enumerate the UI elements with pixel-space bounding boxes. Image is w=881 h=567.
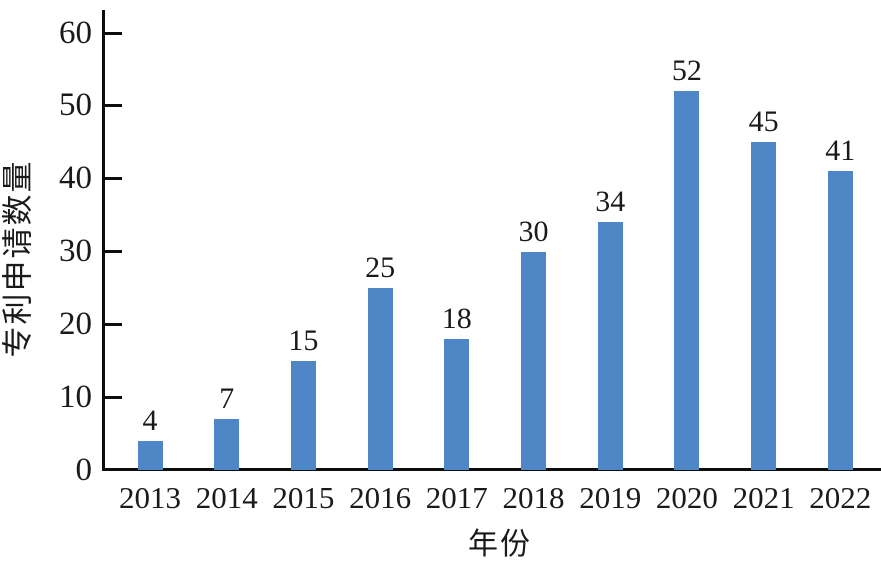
x-tick-label-2019: 2019 xyxy=(579,480,642,515)
y-tick-label-30: 30 xyxy=(59,233,92,269)
y-tick-label-40: 40 xyxy=(59,160,92,197)
bar-2017 xyxy=(444,338,470,470)
y-axis-line xyxy=(102,10,105,471)
x-tick-label-2022: 2022 xyxy=(809,480,872,515)
bar-2021 xyxy=(751,142,777,470)
value-label-2013: 4 xyxy=(142,403,158,437)
value-label-2017: 18 xyxy=(441,301,472,335)
bar-2015 xyxy=(290,360,316,470)
value-label-2020: 52 xyxy=(671,54,702,88)
y-tick-60 xyxy=(105,31,122,35)
x-tick-label-2020: 2020 xyxy=(655,480,718,515)
y-tick-label-10: 10 xyxy=(59,378,92,415)
x-tick-label-2014: 2014 xyxy=(195,480,258,515)
value-label-2014: 7 xyxy=(219,382,235,416)
x-tick-label-2016: 2016 xyxy=(349,480,412,515)
bar-2013 xyxy=(137,440,163,470)
bar-2016 xyxy=(367,287,393,470)
y-tick-50 xyxy=(105,104,122,108)
value-label-2015: 15 xyxy=(288,323,319,357)
y-tick-label-60: 60 xyxy=(59,14,92,51)
value-label-2019: 34 xyxy=(595,185,626,219)
x-axis-title: 年份 xyxy=(468,528,532,561)
y-tick-label-20: 20 xyxy=(59,305,92,342)
value-label-2021: 45 xyxy=(748,105,779,139)
bar-2022 xyxy=(827,171,853,470)
x-axis-line xyxy=(102,468,881,471)
x-tick-label-2015: 2015 xyxy=(272,480,335,515)
bar-2018 xyxy=(521,251,546,470)
x-tick-label-2013: 2013 xyxy=(119,480,181,515)
y-tick-10 xyxy=(105,395,122,399)
y-tick-20 xyxy=(105,322,122,326)
x-tick-label-2018: 2018 xyxy=(502,480,565,515)
y-tick-label-50: 50 xyxy=(59,87,92,124)
value-label-2018: 30 xyxy=(518,214,549,248)
value-label-2016: 25 xyxy=(365,250,396,284)
x-tick-label-2021: 2021 xyxy=(732,480,795,515)
bar-2019 xyxy=(597,222,623,470)
bar-2014 xyxy=(214,419,240,470)
y-tick-label-0: 0 xyxy=(75,451,93,488)
bar-2020 xyxy=(674,91,700,470)
y-tick-30 xyxy=(105,250,122,253)
x-tick-label-2017: 2017 xyxy=(425,480,488,515)
value-label-2022: 41 xyxy=(825,134,856,168)
y-tick-40 xyxy=(105,177,122,181)
